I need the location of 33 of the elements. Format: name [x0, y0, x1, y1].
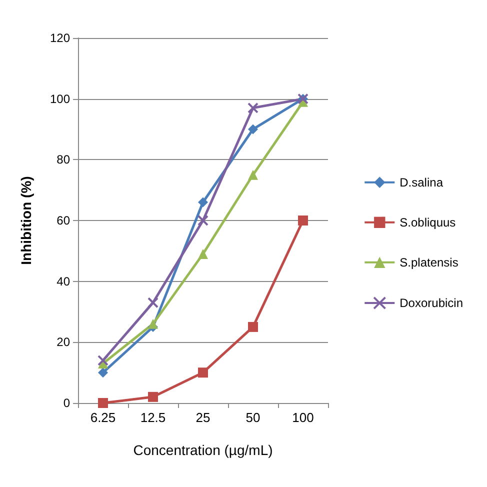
point: [198, 215, 208, 226]
legend-label: D.salina: [400, 175, 444, 190]
x-tick-label: 100: [292, 410, 314, 425]
point: [148, 318, 158, 329]
point: [248, 322, 258, 332]
point: [148, 297, 158, 308]
point: [98, 368, 108, 378]
y-tick-label: 40: [56, 274, 70, 288]
x-tick-label: 12.5: [140, 410, 166, 425]
point: [148, 392, 158, 402]
x-axis-title: Concentration (µg/mL): [133, 442, 273, 458]
point: [248, 102, 258, 114]
y-tick-label: 20: [56, 335, 70, 350]
point: [98, 398, 108, 408]
point: [198, 197, 208, 208]
point: [198, 368, 208, 378]
point: [248, 124, 258, 134]
point: [298, 216, 308, 226]
y-axis-title: Inhibition (%): [18, 176, 34, 265]
x-tick-label: 6.25: [90, 410, 116, 425]
point: [98, 354, 108, 366]
point: [248, 170, 258, 180]
y-tick-label: 120: [50, 31, 70, 45]
y-tick-label: 80: [56, 152, 70, 167]
y-tick-label: 0: [63, 396, 70, 410]
point: [198, 248, 208, 259]
legend-label: Doxorubicin: [400, 296, 464, 310]
x-tick-label: 50: [246, 410, 260, 425]
legend-label: S.platensis: [400, 255, 458, 270]
legend-label: S.obliquus: [400, 215, 456, 230]
y-tick-label: 100: [50, 92, 70, 106]
x-tick-label: 25: [196, 410, 210, 425]
y-tick-label: 60: [56, 214, 70, 228]
